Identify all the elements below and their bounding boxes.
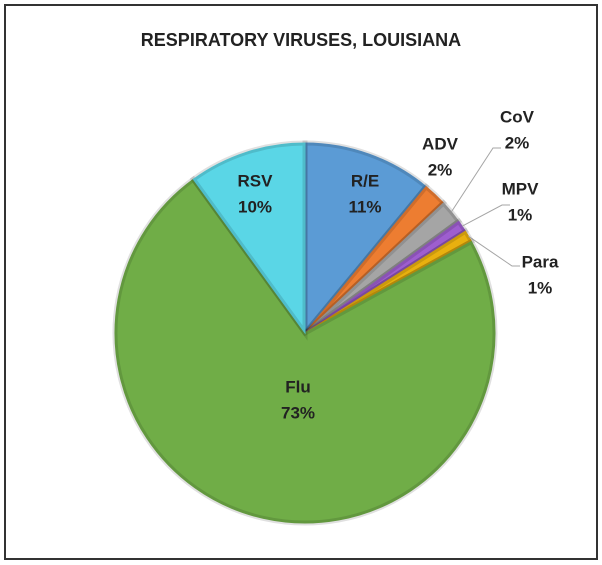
slice-edge [189,140,308,341]
category-label: CoV [500,107,535,126]
pie-slice [192,142,306,335]
category-label: R/E [351,171,379,190]
category-label: RSV [238,171,274,190]
value-label: 1% [508,205,533,224]
value-label: 10% [238,197,272,216]
category-label: Para [522,252,559,271]
category-label: MPV [502,179,540,198]
category-label: Flu [285,377,311,396]
value-label: 1% [528,278,553,297]
value-label: 2% [505,133,530,152]
value-label: 11% [348,197,381,216]
slice-edge [302,140,430,340]
leader-line [450,147,501,213]
chart-title: RESPIRATORY VIRUSES, LOUISIANA [141,30,461,50]
slice-edge [112,175,498,526]
value-label: 2% [428,160,453,179]
pie-slice [114,178,496,524]
pie-slice [304,142,427,335]
leader-line [468,235,520,267]
leader-line [461,204,510,227]
value-label: 73% [281,403,315,422]
category-label: ADV [422,134,459,153]
